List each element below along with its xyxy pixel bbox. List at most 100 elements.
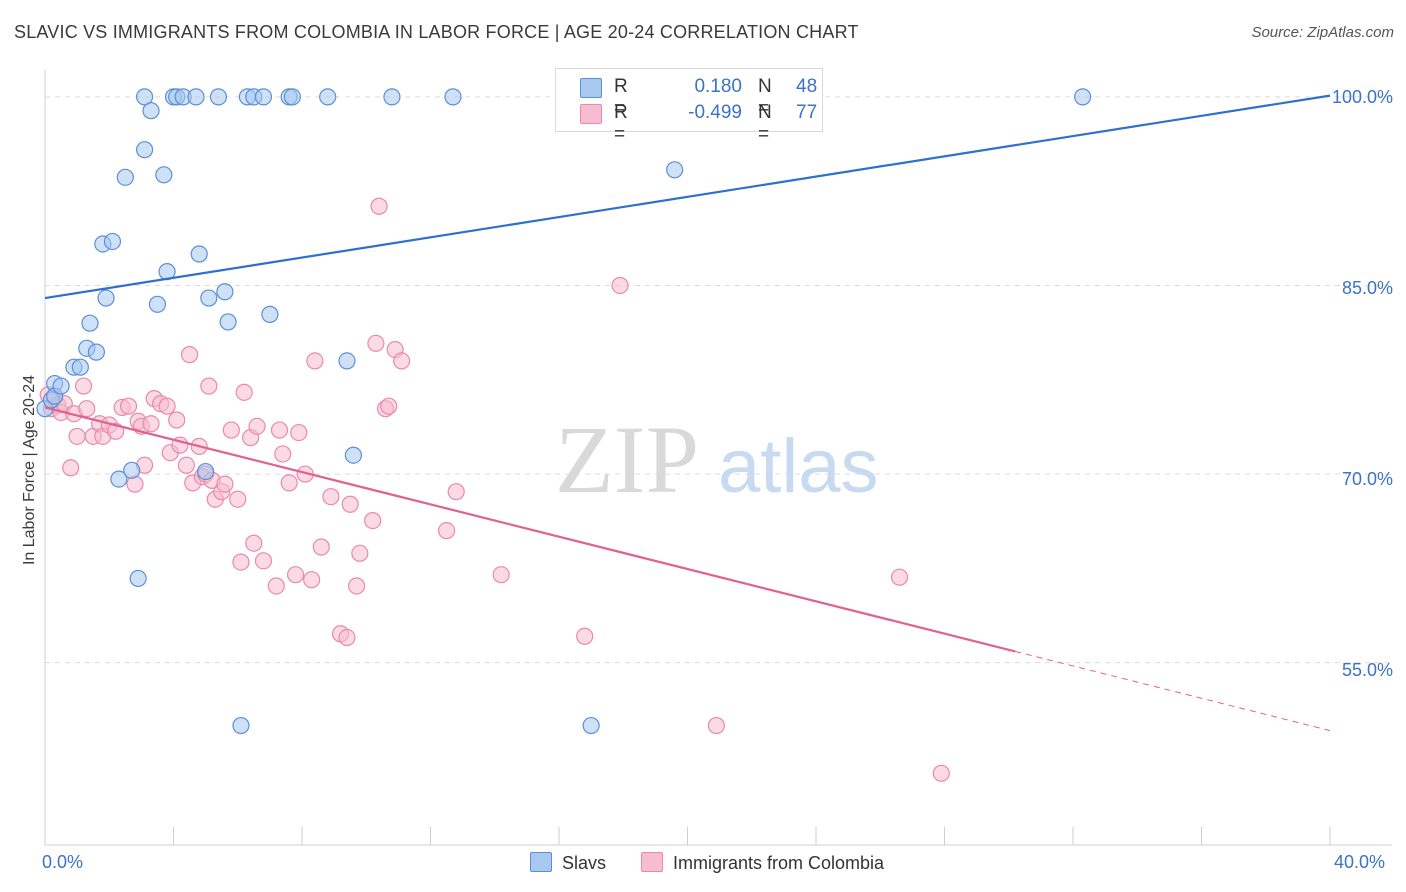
grid-lines [45, 96, 1390, 664]
data-point-slavs [97, 289, 115, 307]
legend-swatch-colombia [641, 852, 663, 872]
data-point-colombia [370, 197, 388, 215]
legend-n-label: N = [758, 76, 772, 119]
watermark: ZIP atlas [555, 406, 879, 513]
trend-line-colombia [44, 406, 1016, 653]
data-point-slavs [187, 88, 205, 106]
data-point-slavs [338, 352, 356, 370]
watermark-zip: ZIP [555, 406, 699, 513]
legend-n-value-colombia: 77 [796, 102, 818, 123]
data-point-slavs [283, 88, 301, 106]
data-point-slavs [197, 462, 215, 481]
data-point-slavs [135, 141, 154, 159]
data-point-colombia [306, 352, 324, 370]
data-point-colombia [74, 377, 93, 395]
data-point-slavs [129, 569, 147, 588]
data-point-slavs [81, 314, 99, 332]
data-point-slavs [383, 88, 401, 106]
data-point-colombia [492, 566, 510, 584]
data-point-slavs [110, 470, 128, 488]
data-point-slavs [155, 166, 173, 184]
correlation-legend: R = 0.180 N = 48 R = -0.499 N = 77 [555, 68, 823, 145]
series-slavs-points [36, 88, 1092, 735]
data-point-colombia [322, 488, 340, 506]
legend-label-slavs: Slavs [562, 853, 607, 873]
legend-n-value-slavs: 48 [796, 76, 818, 97]
data-point-colombia [286, 566, 305, 584]
data-point-slavs [190, 245, 208, 263]
data-point-slavs [444, 88, 462, 106]
legend-item-slavs[interactable]: Slavs [530, 852, 606, 874]
data-point-colombia [235, 383, 253, 401]
y-tick-label-70: 70.0% [1341, 469, 1393, 489]
chart-title: SLAVIC VS IMMIGRANTS FROM COLOMBIA IN LA… [14, 22, 859, 42]
data-point-colombia [338, 628, 356, 647]
data-point-colombia [274, 445, 292, 463]
data-point-slavs [148, 295, 167, 313]
data-point-colombia [351, 544, 369, 562]
data-point-colombia [180, 346, 199, 364]
data-point-slavs [232, 716, 250, 735]
data-point-colombia [576, 627, 594, 645]
data-point-colombia [248, 417, 266, 435]
data-point-colombia [932, 764, 950, 782]
data-point-colombia [62, 459, 80, 477]
source-credit: Source: ZipAtlas.com [1251, 24, 1394, 41]
data-point-slavs [209, 88, 228, 106]
data-point-colombia [78, 400, 96, 418]
data-point-slavs [582, 716, 600, 735]
legend-r-label: R = [614, 76, 628, 119]
data-point-colombia [437, 522, 456, 540]
legend-swatch-colombia [580, 104, 602, 124]
x-tick-label-max: 40.0% [1334, 852, 1386, 872]
data-point-colombia [341, 495, 359, 513]
data-point-slavs [142, 102, 160, 120]
data-point-slavs [1074, 88, 1092, 106]
trend-line-slavs [44, 94, 1331, 300]
data-point-slavs [103, 232, 122, 251]
data-point-slavs [254, 88, 273, 106]
data-point-colombia [364, 511, 382, 530]
y-tick-label-55: 55.0% [1341, 660, 1393, 680]
legend-r-label: R = [614, 102, 628, 145]
data-point-colombia [392, 352, 411, 370]
legend-item-colombia[interactable]: Immigrants from Colombia [641, 852, 884, 874]
watermark-atlas: atlas [718, 424, 879, 509]
data-point-colombia [216, 475, 234, 493]
axes [44, 70, 1392, 846]
data-point-colombia [119, 397, 138, 415]
data-point-slavs [52, 377, 70, 395]
data-point-slavs [123, 461, 141, 479]
legend-swatch-slavs [530, 852, 552, 872]
trend-lines [44, 94, 1331, 732]
data-point-colombia [447, 483, 465, 501]
data-point-colombia [380, 397, 398, 415]
data-point-colombia [312, 538, 330, 556]
data-point-colombia [890, 568, 909, 586]
data-point-slavs [71, 358, 89, 376]
data-point-slavs [216, 283, 234, 301]
data-point-colombia [303, 571, 321, 589]
legend-label-colombia: Immigrants from Colombia [673, 853, 885, 873]
trend-line-extension-colombia [1015, 650, 1331, 732]
data-point-slavs [319, 88, 337, 106]
legend-r-value-slavs: 0.180 [694, 76, 742, 97]
data-point-slavs [87, 343, 106, 361]
legend-swatch-slavs [580, 78, 602, 98]
data-point-colombia [232, 553, 250, 571]
y-tick-label-85: 85.0% [1341, 278, 1393, 298]
data-point-colombia [367, 334, 385, 352]
data-point-colombia [158, 397, 176, 415]
legend-n-label: N = [758, 102, 772, 145]
data-point-colombia [200, 377, 218, 395]
data-point-slavs [135, 88, 154, 106]
data-point-colombia [270, 421, 289, 439]
data-point-colombia [611, 276, 629, 295]
data-point-colombia [229, 490, 247, 508]
data-point-colombia [168, 411, 186, 429]
data-point-slavs [344, 446, 362, 464]
data-point-colombia [280, 474, 298, 492]
y-axis-label: In Labor Force | Age 20-24 [21, 374, 38, 566]
data-point-colombia [290, 423, 308, 442]
